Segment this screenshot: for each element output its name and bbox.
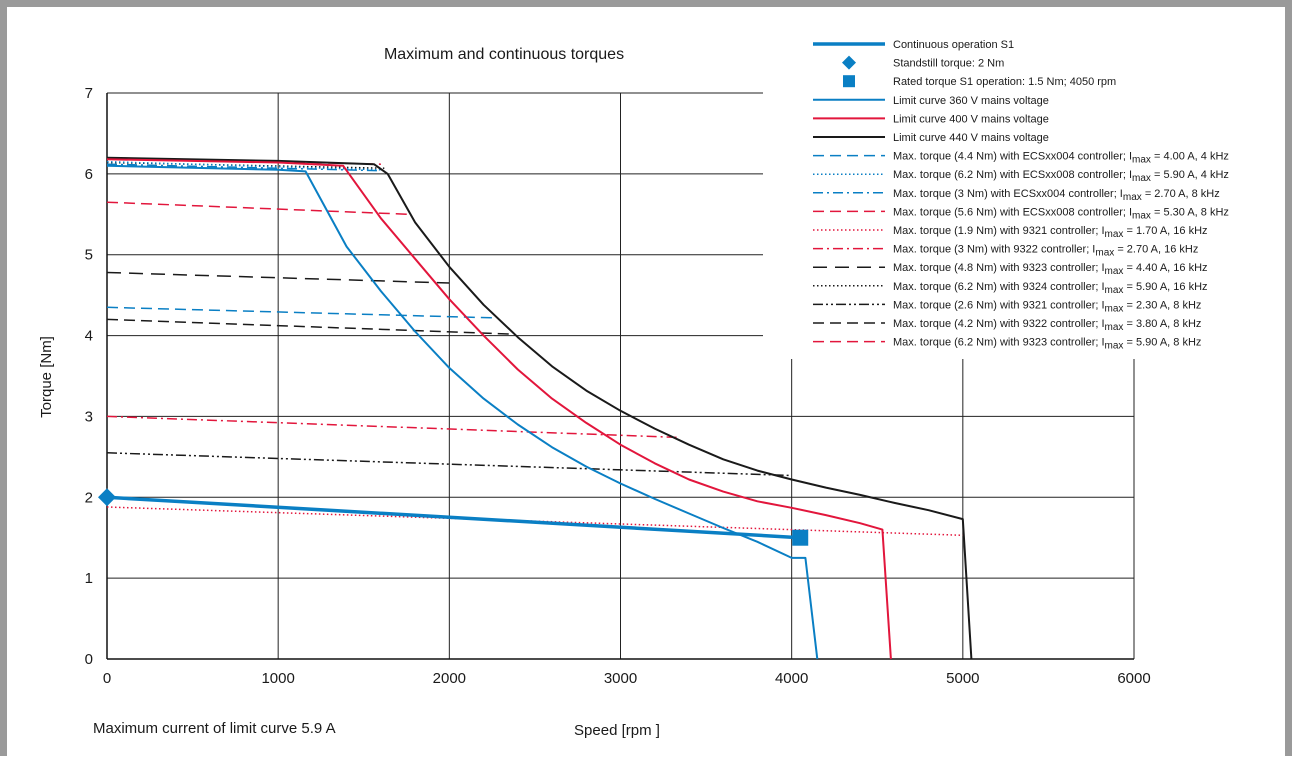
legend-entry: Max. torque (3 Nm) with 9322 controller;… — [893, 244, 1198, 259]
legend-entry: Standstill torque: 2 Nm — [893, 58, 1004, 70]
x-tick-label: 2000 — [433, 670, 466, 687]
legend-entry-suffix: = 5.90 A, 8 kHz — [1123, 337, 1201, 349]
legend-entry-text: Max. torque (6.2 Nm) with ECSxx008 contr… — [893, 169, 1132, 181]
legend-entry-text: Rated torque S1 operation: 1.5 Nm; 4050 … — [893, 76, 1116, 88]
legend-entry-text: Continuous operation S1 — [893, 39, 1014, 51]
series-line — [106, 201, 409, 216]
legend-entry: Max. torque (4.8 Nm) with 9323 controlle… — [893, 262, 1208, 277]
legend-entry-subscript: max — [1105, 285, 1124, 296]
legend-entry-suffix: = 4.40 A, 16 kHz — [1123, 262, 1207, 274]
legend-entry-suffix: = 2.30 A, 8 kHz — [1123, 299, 1201, 311]
limit-current-note: Maximum current of limit curve 5.9 A — [93, 720, 336, 737]
standstill-marker — [98, 488, 116, 507]
chart-title: Maximum and continuous torques — [384, 46, 624, 63]
legend-entry-text: Max. torque (4.2 Nm) with 9322 controlle… — [893, 318, 1105, 330]
legend-entry: Max. torque (6.2 Nm) with ECSxx008 contr… — [893, 169, 1229, 184]
x-axis-label: Speed [rpm ] — [574, 722, 660, 739]
legend: Continuous operation S1 Standstill torque… — [813, 39, 1229, 352]
y-tick-label: 4 — [85, 328, 93, 345]
legend-entry-text: Max. torque (4.4 Nm) with ECSxx004 contr… — [893, 151, 1132, 163]
series-line — [106, 306, 493, 319]
legend-entry: Continuous operation S1 — [893, 39, 1014, 51]
series-line — [106, 415, 681, 439]
axes: 0 1000 2000 3000 4000 5000 6000 0 1 2 3 4 5 6 7 — [85, 85, 1151, 687]
series-line — [106, 495, 801, 540]
y-tick-label: 2 — [85, 489, 93, 506]
series-line — [106, 452, 792, 477]
legend-entry: Max. torque (5.6 Nm) with ECSxx008 contr… — [893, 206, 1229, 221]
y-axis-label: Torque [Nm] — [38, 336, 55, 418]
y-tick-label: 1 — [85, 570, 93, 587]
legend-entry: Limit curve 400 V mains voltage — [893, 113, 1049, 125]
series-line — [106, 156, 973, 660]
series-line — [106, 158, 892, 660]
legend-entry-text: Limit curve 400 V mains voltage — [893, 113, 1049, 125]
x-tick-label: 6000 — [1117, 670, 1150, 687]
legend-entry-suffix: = 5.30 A, 8 kHz — [1151, 206, 1229, 218]
legend-entry-text: Max. torque (3 Nm) with 9322 controller;… — [893, 244, 1095, 256]
legend-entry: Rated torque S1 operation: 1.5 Nm; 4050 … — [893, 76, 1116, 88]
legend-entry-subscript: max — [1132, 173, 1151, 184]
x-tick-label: 1000 — [261, 670, 294, 687]
legend-entry-suffix: = 3.80 A, 8 kHz — [1123, 318, 1201, 330]
x-tick-label: 0 — [103, 670, 111, 687]
legend-entry-subscript: max — [1105, 322, 1124, 333]
legend-entry: Max. torque (6.2 Nm) with 9324 controlle… — [893, 281, 1208, 296]
legend-entry-text: Max. torque (6.2 Nm) with 9323 controlle… — [893, 337, 1105, 349]
legend-entry: Limit curve 360 V mains voltage — [893, 95, 1049, 107]
legend-entry-suffix: = 4.00 A, 4 kHz — [1151, 151, 1229, 163]
y-tick-label: 6 — [85, 166, 93, 183]
x-tick-label: 3000 — [604, 670, 637, 687]
legend-entry: Max. torque (4.2 Nm) with 9322 controlle… — [893, 318, 1201, 333]
legend-entry-text: Max. torque (5.6 Nm) with ECSxx008 contr… — [893, 206, 1132, 218]
y-tick-label: 3 — [85, 408, 93, 425]
series-line — [106, 160, 381, 171]
legend-entry-text: Standstill torque: 2 Nm — [893, 58, 1004, 70]
legend-entry-text: Max. torque (1.9 Nm) with 9321 controlle… — [893, 225, 1105, 237]
legend-entry-text: Limit curve 440 V mains voltage — [893, 132, 1049, 144]
legend-entry-subscript: max — [1132, 155, 1151, 166]
legend-entry-subscript: max — [1123, 192, 1142, 203]
legend-entry: Max. torque (6.2 Nm) with 9323 controlle… — [893, 337, 1201, 352]
legend-entry: Max. torque (3 Nm) with ECSxx004 control… — [893, 188, 1220, 203]
legend-entry: Max. torque (4.4 Nm) with ECSxx004 contr… — [893, 151, 1229, 166]
legend-entry: Limit curve 440 V mains voltage — [893, 132, 1049, 144]
legend-entry-text: Max. torque (2.6 Nm) with 9321 controlle… — [893, 299, 1105, 311]
legend-entry-suffix: = 2.70 A, 16 kHz — [1114, 244, 1198, 256]
y-tick-label: 0 — [85, 651, 93, 668]
legend-entry: Max. torque (1.9 Nm) with 9321 controlle… — [893, 225, 1208, 240]
legend-entry-subscript: max — [1105, 266, 1124, 277]
legend-entry-subscript: max — [1132, 210, 1151, 221]
series-line — [106, 271, 450, 284]
legend-entry-suffix: = 2.70 A, 8 kHz — [1142, 188, 1220, 200]
legend-entry-text: Max. torque (4.8 Nm) with 9323 controlle… — [893, 262, 1105, 274]
legend-swatch — [843, 75, 855, 88]
y-tick-label: 5 — [85, 247, 93, 264]
legend-swatch — [842, 55, 856, 70]
x-tick-label: 4000 — [775, 670, 808, 687]
legend-entry-suffix: = 5.90 A, 16 kHz — [1123, 281, 1207, 293]
y-tick-label: 7 — [85, 85, 93, 102]
legend-entry-subscript: max — [1105, 341, 1124, 352]
legend-entry-subscript: max — [1095, 248, 1114, 259]
series-line — [106, 164, 819, 660]
torque-chart: 0 1000 2000 3000 4000 5000 6000 0 1 2 3 4 5 6 7 Contin… — [38, 33, 1283, 739]
legend-entry-text: Max. torque (6.2 Nm) with 9324 controlle… — [893, 281, 1105, 293]
legend-entry-subscript: max — [1105, 303, 1124, 314]
legend-entry-suffix: = 5.90 A, 4 kHz — [1151, 169, 1229, 181]
plot-area — [98, 156, 973, 660]
x-tick-label: 5000 — [946, 670, 979, 687]
legend-entry-text: Max. torque (3 Nm) with ECSxx004 control… — [893, 188, 1123, 200]
rated-torque-marker — [792, 529, 809, 546]
legend-entry-text: Limit curve 360 V mains voltage — [893, 95, 1049, 107]
legend-entry: Max. torque (2.6 Nm) with 9321 controlle… — [893, 299, 1201, 314]
legend-entry-subscript: max — [1105, 229, 1124, 240]
legend-entry-suffix: = 1.70 A, 16 kHz — [1123, 225, 1207, 237]
series-line — [106, 163, 378, 172]
